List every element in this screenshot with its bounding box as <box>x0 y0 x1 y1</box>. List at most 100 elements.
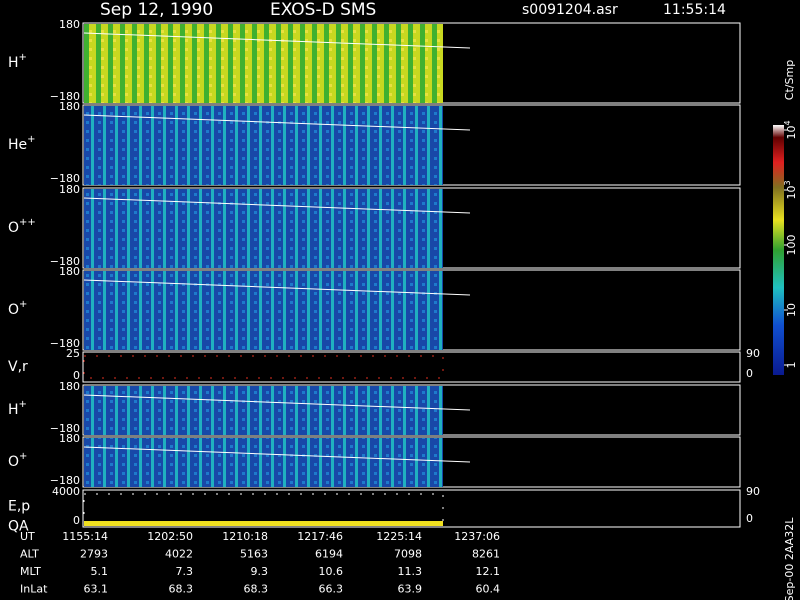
y-tick-label: −180 <box>50 474 80 487</box>
ephemeris-value: 5.1 <box>91 565 109 578</box>
y-tick-label: 180 <box>59 18 80 31</box>
y2-tick-label: 90 <box>746 485 760 498</box>
trace <box>83 197 471 214</box>
ephemeris-value: 7.3 <box>176 565 194 578</box>
y-tick-label: 180 <box>59 432 80 445</box>
y-tick-label: 0 <box>73 369 80 382</box>
panel-label-sup: + <box>27 134 35 145</box>
ephemeris-value: 68.3 <box>244 583 269 596</box>
ephemeris-label: ALT <box>20 548 39 561</box>
ephemeris-value: 12.1 <box>476 565 501 578</box>
ephemeris-value: 1155:14 <box>62 530 108 543</box>
panel-label: H+ <box>8 399 27 418</box>
panel-label-sup: + <box>19 299 27 310</box>
ephemeris-value: 11.3 <box>398 565 423 578</box>
ephemeris-value: 8261 <box>472 548 500 561</box>
y2-tick-label: 0 <box>746 367 753 380</box>
ephemeris-value: 6194 <box>315 548 343 561</box>
file: s0091204.asr <box>522 2 618 18</box>
colorbar-tick-exp: 4 <box>783 120 792 125</box>
colorbar-tick-label: 1 <box>785 362 798 369</box>
ephemeris-value: 1217:46 <box>297 530 343 543</box>
y-tick-label: 180 <box>59 183 80 196</box>
ephemeris-value: 60.4 <box>476 583 501 596</box>
colorbar-tick-label: 104 <box>783 120 799 139</box>
trace <box>83 114 471 131</box>
spectrogram <box>84 189 443 268</box>
y-tick-label: 180 <box>59 100 80 113</box>
y-tick-label: −180 <box>50 422 80 435</box>
y-tick-label: −180 <box>50 172 80 185</box>
date: Sep 12, 1990 <box>100 0 213 20</box>
ephemeris-value: 63.9 <box>398 583 423 596</box>
colorbar-tick-base: 10 <box>785 303 798 317</box>
y-tick-label: −180 <box>50 90 80 103</box>
y2-tick-label: 90 <box>746 347 760 360</box>
y-tick-label: 180 <box>59 380 80 393</box>
panel-label: O+ <box>8 299 27 318</box>
colorbar-tick-label: 103 <box>783 180 799 199</box>
instrument: EXOS-D SMS <box>270 0 376 20</box>
ephemeris-value: 68.3 <box>169 583 194 596</box>
ephemeris-value: 4022 <box>165 548 193 561</box>
panel-label-sup: + <box>19 399 27 410</box>
panel-label: O++ <box>8 217 36 236</box>
colorbar-tick-exp: 3 <box>783 180 792 185</box>
ephemeris-label: UT <box>20 530 35 543</box>
colorbar-tick-base: 1 <box>785 362 798 369</box>
panel-label: He+ <box>8 134 36 153</box>
y-tick-label: −180 <box>50 337 80 350</box>
panel-label-sup: ++ <box>19 217 36 228</box>
spectrogram <box>84 106 443 185</box>
panel-label: QA <box>8 519 29 535</box>
colorbar-title: Ct/Smp <box>783 60 796 100</box>
spectrogram <box>84 271 443 350</box>
colorbar-tick-base: 100 <box>785 235 798 256</box>
ephemeris-value: 1210:18 <box>222 530 268 543</box>
panel-label: V,r <box>8 359 28 375</box>
trace <box>83 279 471 296</box>
ephemeris-value: 5163 <box>240 548 268 561</box>
panel-frame <box>82 351 741 383</box>
ephemeris-value: 7098 <box>394 548 422 561</box>
panel-label: E,p <box>8 499 30 515</box>
ephemeris-label: InLat <box>20 583 48 596</box>
panel-frame <box>82 489 741 528</box>
colorbar-tick-label: 10 <box>785 303 798 317</box>
y-tick-label: 0 <box>73 514 80 527</box>
colorbar-tick-base: 10 <box>785 186 798 200</box>
spectrogram <box>84 386 443 435</box>
ephemeris-value: 1225:14 <box>376 530 422 543</box>
panel-label-sup: + <box>19 52 27 63</box>
ephemeris-value: 9.3 <box>251 565 269 578</box>
panel-label: O+ <box>8 451 27 470</box>
trace <box>83 394 471 411</box>
spectrogram <box>84 24 443 103</box>
y2-tick-label: 0 <box>746 512 753 525</box>
spectrogram <box>84 438 443 487</box>
ephemeris-value: 66.3 <box>319 583 344 596</box>
trace <box>83 32 471 49</box>
ephemeris-value: 1237:06 <box>454 530 500 543</box>
y-tick-label: 25 <box>66 347 80 360</box>
ephemeris-label: MLT <box>20 565 41 578</box>
colorbar-tick-label: 100 <box>785 235 798 256</box>
ephemeris-value: 63.1 <box>84 583 109 596</box>
footer: Sep-00 2AA32L <box>783 517 796 600</box>
trace-area <box>83 355 444 379</box>
y-tick-label: 4000 <box>52 485 80 498</box>
ephemeris-value: 10.6 <box>319 565 344 578</box>
y-tick-label: 180 <box>59 265 80 278</box>
trace <box>83 446 471 463</box>
y-tick-label: −180 <box>50 255 80 268</box>
ephemeris-value: 2793 <box>80 548 108 561</box>
panel-label-sup: + <box>19 451 27 462</box>
qa-bar <box>84 521 443 526</box>
ephemeris-value: 1202:50 <box>147 530 193 543</box>
colorbar-tick-base: 10 <box>785 126 798 140</box>
time: 11:55:14 <box>663 2 726 18</box>
panel-label: H+ <box>8 52 27 71</box>
trace-area <box>83 493 444 524</box>
colorbar <box>773 125 784 375</box>
